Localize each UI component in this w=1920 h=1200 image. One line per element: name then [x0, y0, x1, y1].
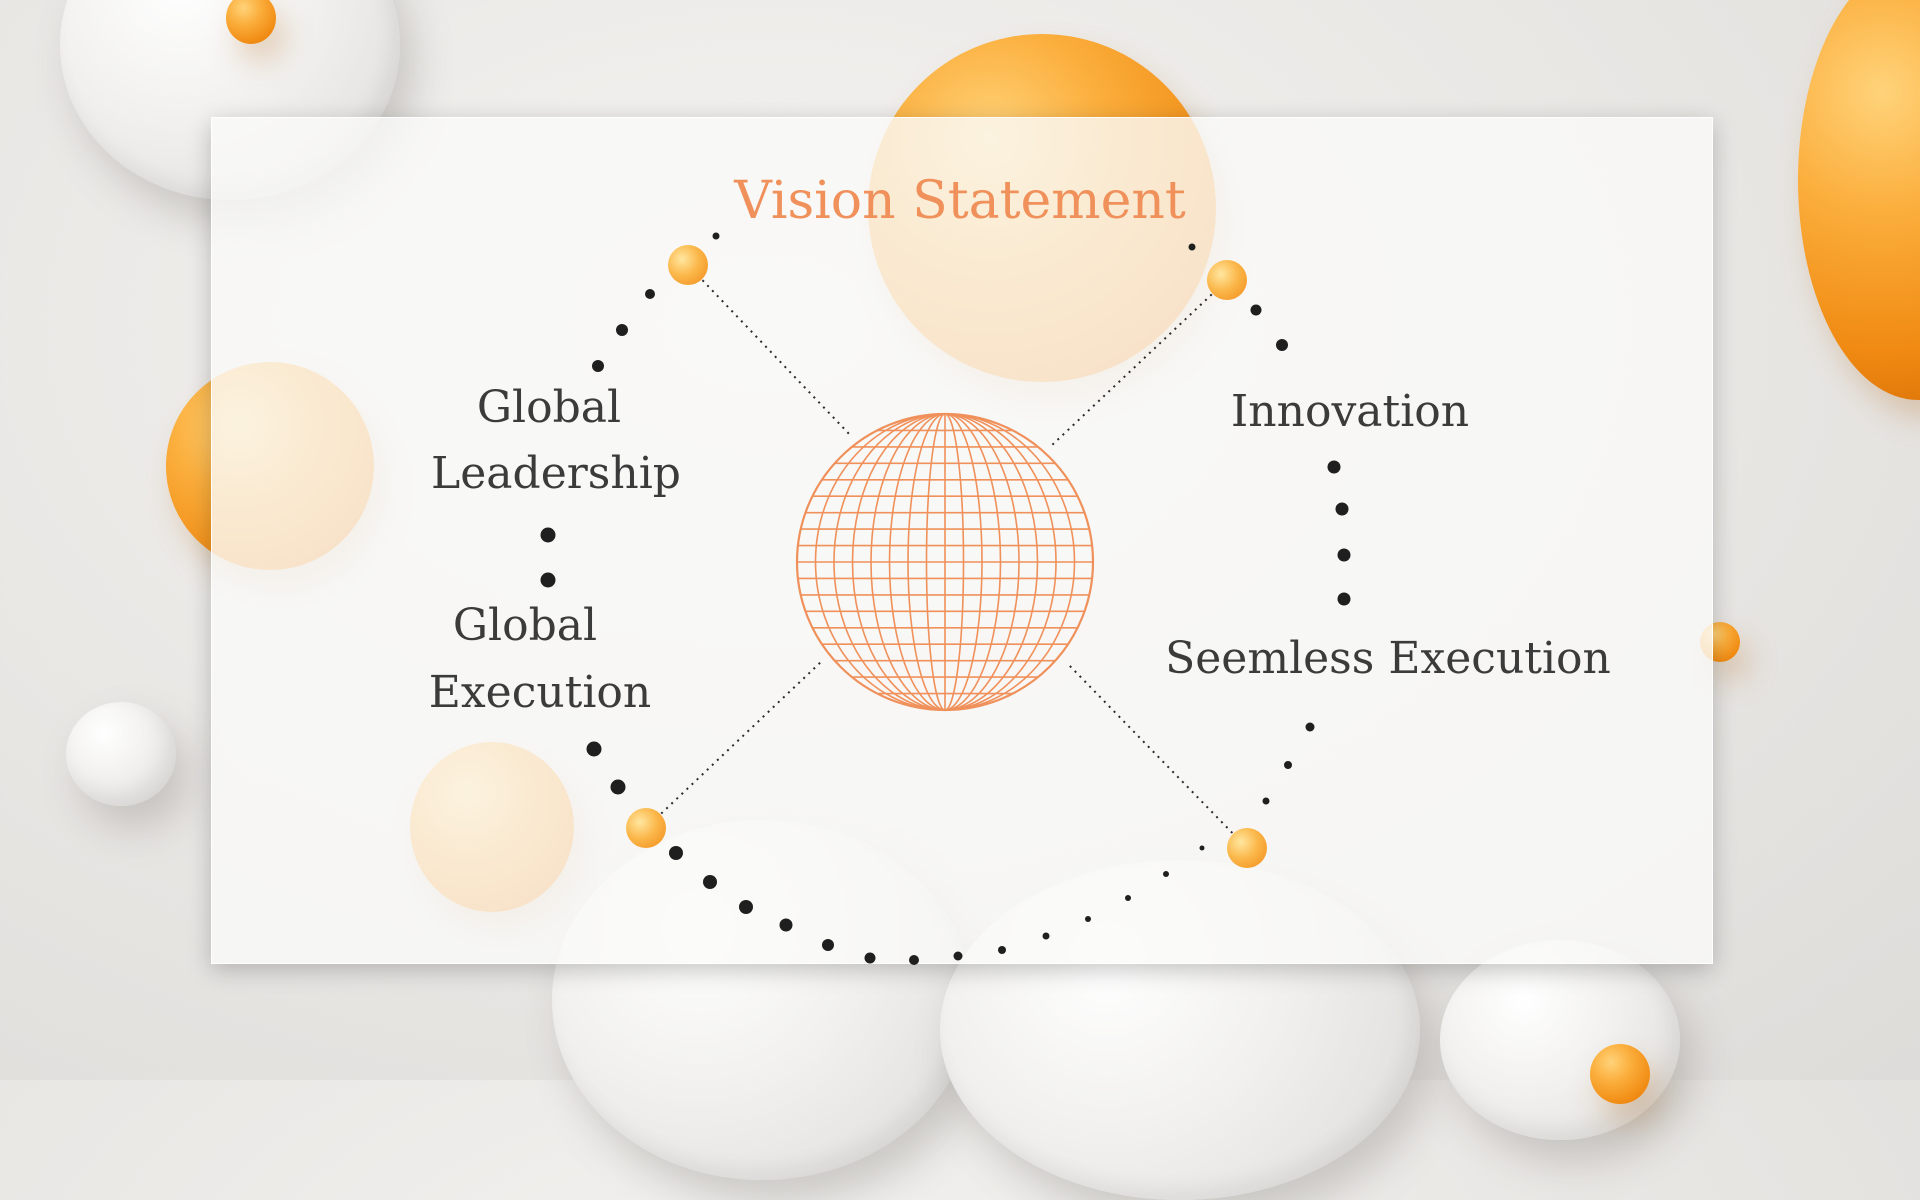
orbit-dot [1327, 460, 1341, 474]
orbit-dot [1125, 895, 1131, 901]
orbit-dot [1337, 548, 1351, 562]
connector-top-left [687, 264, 853, 438]
label-global-leadership-line1: Global [477, 382, 621, 433]
orbit-dot [540, 527, 556, 543]
connector-top-right [1049, 279, 1228, 448]
orbit-dot [1335, 502, 1349, 516]
label-global-execution-line1: Global [453, 600, 597, 651]
node-dot-bottom-left [626, 808, 666, 848]
label-global-leadership: Global Leadership [431, 382, 681, 499]
connector-bottom-left [645, 659, 824, 829]
label-global-execution: Global Execution [429, 600, 652, 718]
orbit-dot [953, 951, 963, 961]
node-dot-bottom-right [1227, 828, 1267, 868]
orbit-dot [616, 324, 628, 336]
orbit-dot [1276, 339, 1288, 351]
orbit-dot [1085, 916, 1091, 922]
orbit-dot [703, 875, 717, 889]
orbit-dot [1199, 845, 1205, 851]
label-seemless-execution: Seemless Execution [1165, 633, 1611, 684]
node-dot-top-right [1207, 260, 1247, 300]
orbit-dot [592, 360, 604, 372]
node-dot-top-left [668, 245, 708, 285]
orbit-dot [712, 232, 720, 240]
orbit-dot [1305, 722, 1315, 732]
bg-orange-ball-top-left [226, 0, 276, 44]
orbit-dot [1188, 243, 1196, 251]
orbit-dot [822, 939, 834, 951]
vision-diagram: Vision Statement Global Leadership Innov… [429, 171, 1611, 965]
diagram-title: Vision Statement [733, 171, 1186, 231]
orbit-dot [1042, 932, 1050, 940]
orbit-dot [1337, 592, 1351, 606]
orbit-dot [610, 779, 626, 795]
orbit-dot [1250, 304, 1262, 316]
orbit-dot [864, 952, 876, 964]
orbit-dot [586, 741, 602, 757]
orbit-dot [1262, 797, 1270, 805]
content-card [211, 117, 1713, 964]
orbit-dot [1163, 871, 1169, 877]
orbit-dot [739, 900, 753, 914]
label-global-execution-line2: Execution [429, 667, 652, 718]
connector-bottom-right [1066, 662, 1248, 849]
orbit-dot [645, 289, 655, 299]
orbit-dot [540, 572, 556, 588]
label-global-leadership-line2: Leadership [431, 448, 681, 499]
orbit-dot [669, 846, 683, 860]
globe-icon [795, 412, 1095, 712]
orbit-dot [998, 946, 1006, 954]
orbit-dot [1284, 761, 1292, 769]
label-innovation: Innovation [1231, 386, 1469, 437]
bg-small-disc-left [66, 702, 176, 806]
orbit-dots [540, 232, 1351, 965]
orbit-dot [909, 955, 919, 965]
orbit-dot [779, 918, 793, 932]
connector-lines [645, 264, 1248, 849]
